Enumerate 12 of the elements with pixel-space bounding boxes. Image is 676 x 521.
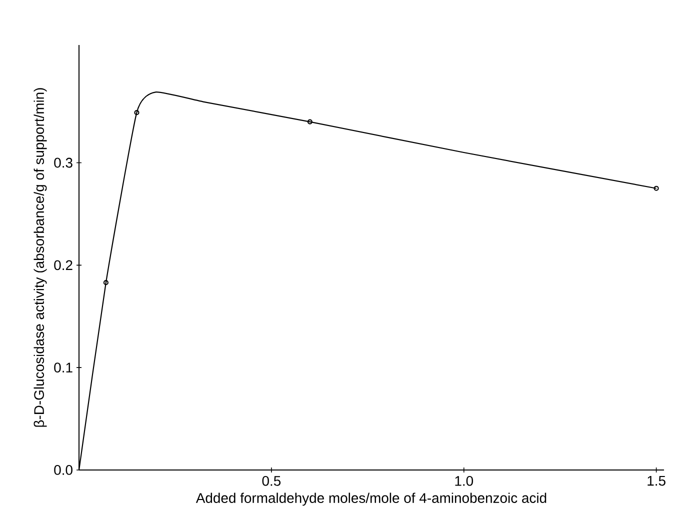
- point: [103, 280, 108, 286]
- y-tick-label: 0.0: [54, 465, 72, 475]
- x-tick-label: 0.5: [262, 476, 281, 486]
- point: [307, 119, 312, 124]
- point: [134, 110, 140, 116]
- x-axis-title: Added formaldehyde moles/mole of 4-aminobenzoic acid: [196, 492, 546, 506]
- y-axis-title: β-D-Glucosidase activity (absorbance/g of support/min): [34, 88, 47, 427]
- y-tick-label: 0.1: [54, 362, 72, 373]
- y-tick-label: 0.2: [54, 260, 72, 270]
- y-tick-label: 0.3: [54, 158, 72, 168]
- x-tick-label: 1.0: [455, 476, 474, 486]
- x-tick-label: 1.5: [648, 476, 666, 486]
